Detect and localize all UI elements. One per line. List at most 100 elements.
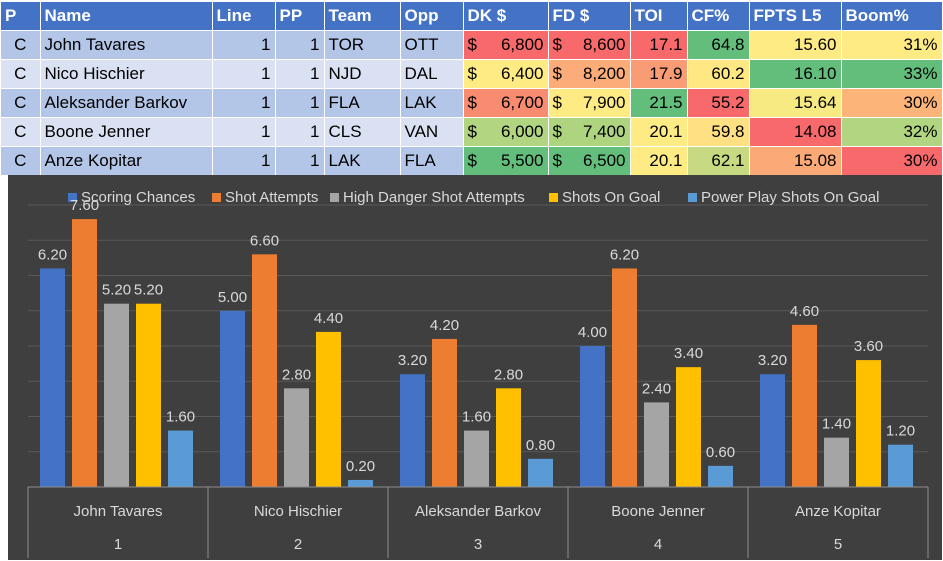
cell-line: 1 — [212, 146, 276, 176]
header-dk[interactable]: DK $ — [463, 2, 549, 31]
data-label: 4.00 — [578, 324, 607, 341]
cell-opponent: FLA — [400, 146, 464, 176]
data-label: 1.60 — [462, 409, 491, 426]
bar[interactable] — [888, 444, 913, 487]
chart-background — [8, 175, 942, 560]
bar[interactable] — [856, 360, 881, 487]
bar[interactable] — [496, 388, 521, 487]
bar[interactable] — [40, 268, 65, 487]
table-row[interactable]: C Anze Kopitar 1 1 LAK FLA $5,500 $6,500 20.1 62.… — [1, 146, 943, 176]
data-label: 6.60 — [250, 232, 279, 249]
x-index-label: 4 — [654, 536, 662, 553]
cell-cf-pct: 59.8 — [687, 117, 750, 147]
legend-label[interactable]: Shots On Goal — [562, 189, 660, 206]
legend-label[interactable]: Power Play Shots On Goal — [701, 189, 879, 206]
data-label: 2.80 — [494, 366, 523, 383]
currency-symbol: $ — [552, 93, 562, 112]
data-label: 6.20 — [610, 246, 639, 263]
salary-value: 6,700 — [500, 93, 544, 112]
bar[interactable] — [792, 324, 817, 487]
table-row[interactable]: C Aleksander Barkov 1 1 FLA LAK $6,700 $7,900 21… — [1, 88, 943, 118]
cell-toi: 20.1 — [630, 146, 688, 176]
cell-line: 1 — [212, 30, 276, 60]
x-tick-label: Anze Kopitar — [795, 503, 881, 520]
table-row[interactable]: C Nico Hischier 1 1 NJD DAL $6,400 $8,200 17.9 60… — [1, 59, 943, 89]
data-label: 1.20 — [886, 423, 915, 440]
data-label: 3.40 — [674, 345, 703, 362]
salary-value: 6,800 — [500, 35, 544, 54]
data-label: 5.00 — [218, 289, 247, 306]
header-team[interactable]: Team — [324, 2, 401, 31]
header-cf[interactable]: CF% — [687, 2, 750, 31]
bar[interactable] — [432, 338, 457, 487]
bar[interactable] — [644, 402, 669, 487]
cell-toi: 17.9 — [630, 59, 688, 89]
cell-dk-salary: $6,800 — [463, 30, 549, 60]
bar[interactable] — [316, 331, 341, 487]
header-pp[interactable]: PP — [275, 2, 325, 31]
header-name[interactable]: Name — [40, 2, 213, 31]
cell-fpts-l5: 14.08 — [749, 117, 842, 147]
chart-svg: Scoring Chances Shot Attempts High Danger … — [8, 175, 942, 560]
bar[interactable] — [220, 310, 245, 487]
bar[interactable] — [72, 219, 97, 487]
bar[interactable] — [400, 374, 425, 487]
currency-symbol: $ — [552, 122, 562, 141]
bar[interactable] — [284, 388, 309, 487]
cell-cf-pct: 64.8 — [687, 30, 750, 60]
data-label: 3.60 — [854, 338, 883, 355]
cell-player-name: Anze Kopitar — [40, 146, 213, 176]
legend-swatch — [688, 193, 697, 202]
cell-fpts-l5: 15.08 — [749, 146, 842, 176]
data-label: 5.20 — [102, 282, 131, 299]
bar[interactable] — [104, 303, 129, 487]
table-row[interactable]: C Boone Jenner 1 1 CLS VAN $6,000 $7,400 20.1 59.… — [1, 117, 943, 147]
header-opp[interactable]: Opp — [400, 2, 464, 31]
bar-chart: Scoring Chances Shot Attempts High Danger … — [8, 175, 942, 560]
currency-symbol: $ — [467, 64, 477, 83]
header-fpts[interactable]: FPTS L5 — [749, 2, 842, 31]
cell-boom-pct: 32% — [841, 117, 943, 147]
currency-symbol: $ — [467, 122, 477, 141]
header-boom[interactable]: Boom% — [841, 2, 943, 31]
legend-label[interactable]: High Danger Shot Attempts — [343, 189, 525, 206]
legend-label[interactable]: Scoring Chances — [81, 189, 195, 206]
bar[interactable] — [612, 268, 637, 487]
bar[interactable] — [528, 458, 553, 487]
data-label: 0.60 — [706, 444, 735, 461]
cell-boom-pct: 33% — [841, 59, 943, 89]
cell-opponent: LAK — [400, 88, 464, 118]
salary-value: 6,400 — [500, 64, 544, 83]
header-line[interactable]: Line — [212, 2, 276, 31]
cell-fpts-l5: 16.10 — [749, 59, 842, 89]
header-toi[interactable]: TOI — [630, 2, 688, 31]
cell-pp: 1 — [275, 88, 325, 118]
legend-label[interactable]: Shot Attempts — [225, 189, 318, 206]
data-label: 5.20 — [134, 282, 163, 299]
bar[interactable] — [464, 430, 489, 487]
data-label: 2.40 — [642, 380, 671, 397]
salary-value: 7,400 — [582, 122, 626, 141]
bar[interactable] — [136, 303, 161, 487]
cell-line: 1 — [212, 88, 276, 118]
bar[interactable] — [252, 254, 277, 487]
cell-dk-salary: $5,500 — [463, 146, 549, 176]
cell-position: C — [1, 30, 41, 60]
cell-position: C — [1, 88, 41, 118]
salary-value: 8,200 — [582, 64, 626, 83]
bar[interactable] — [168, 430, 193, 487]
bar[interactable] — [348, 479, 373, 487]
cell-opponent: OTT — [400, 30, 464, 60]
x-index-label: 5 — [834, 536, 842, 553]
header-p[interactable]: P — [1, 2, 41, 31]
salary-value: 6,500 — [582, 151, 626, 170]
bar[interactable] — [676, 367, 701, 487]
table-row[interactable]: C John Tavares 1 1 TOR OTT $6,800 $8,600 17.1 64.… — [1, 30, 943, 60]
bar[interactable] — [760, 374, 785, 487]
data-label: 4.60 — [790, 303, 819, 320]
bar[interactable] — [580, 346, 605, 487]
bar[interactable] — [824, 437, 849, 487]
bar[interactable] — [708, 465, 733, 487]
header-fd[interactable]: FD $ — [548, 2, 631, 31]
cell-boom-pct: 31% — [841, 30, 943, 60]
